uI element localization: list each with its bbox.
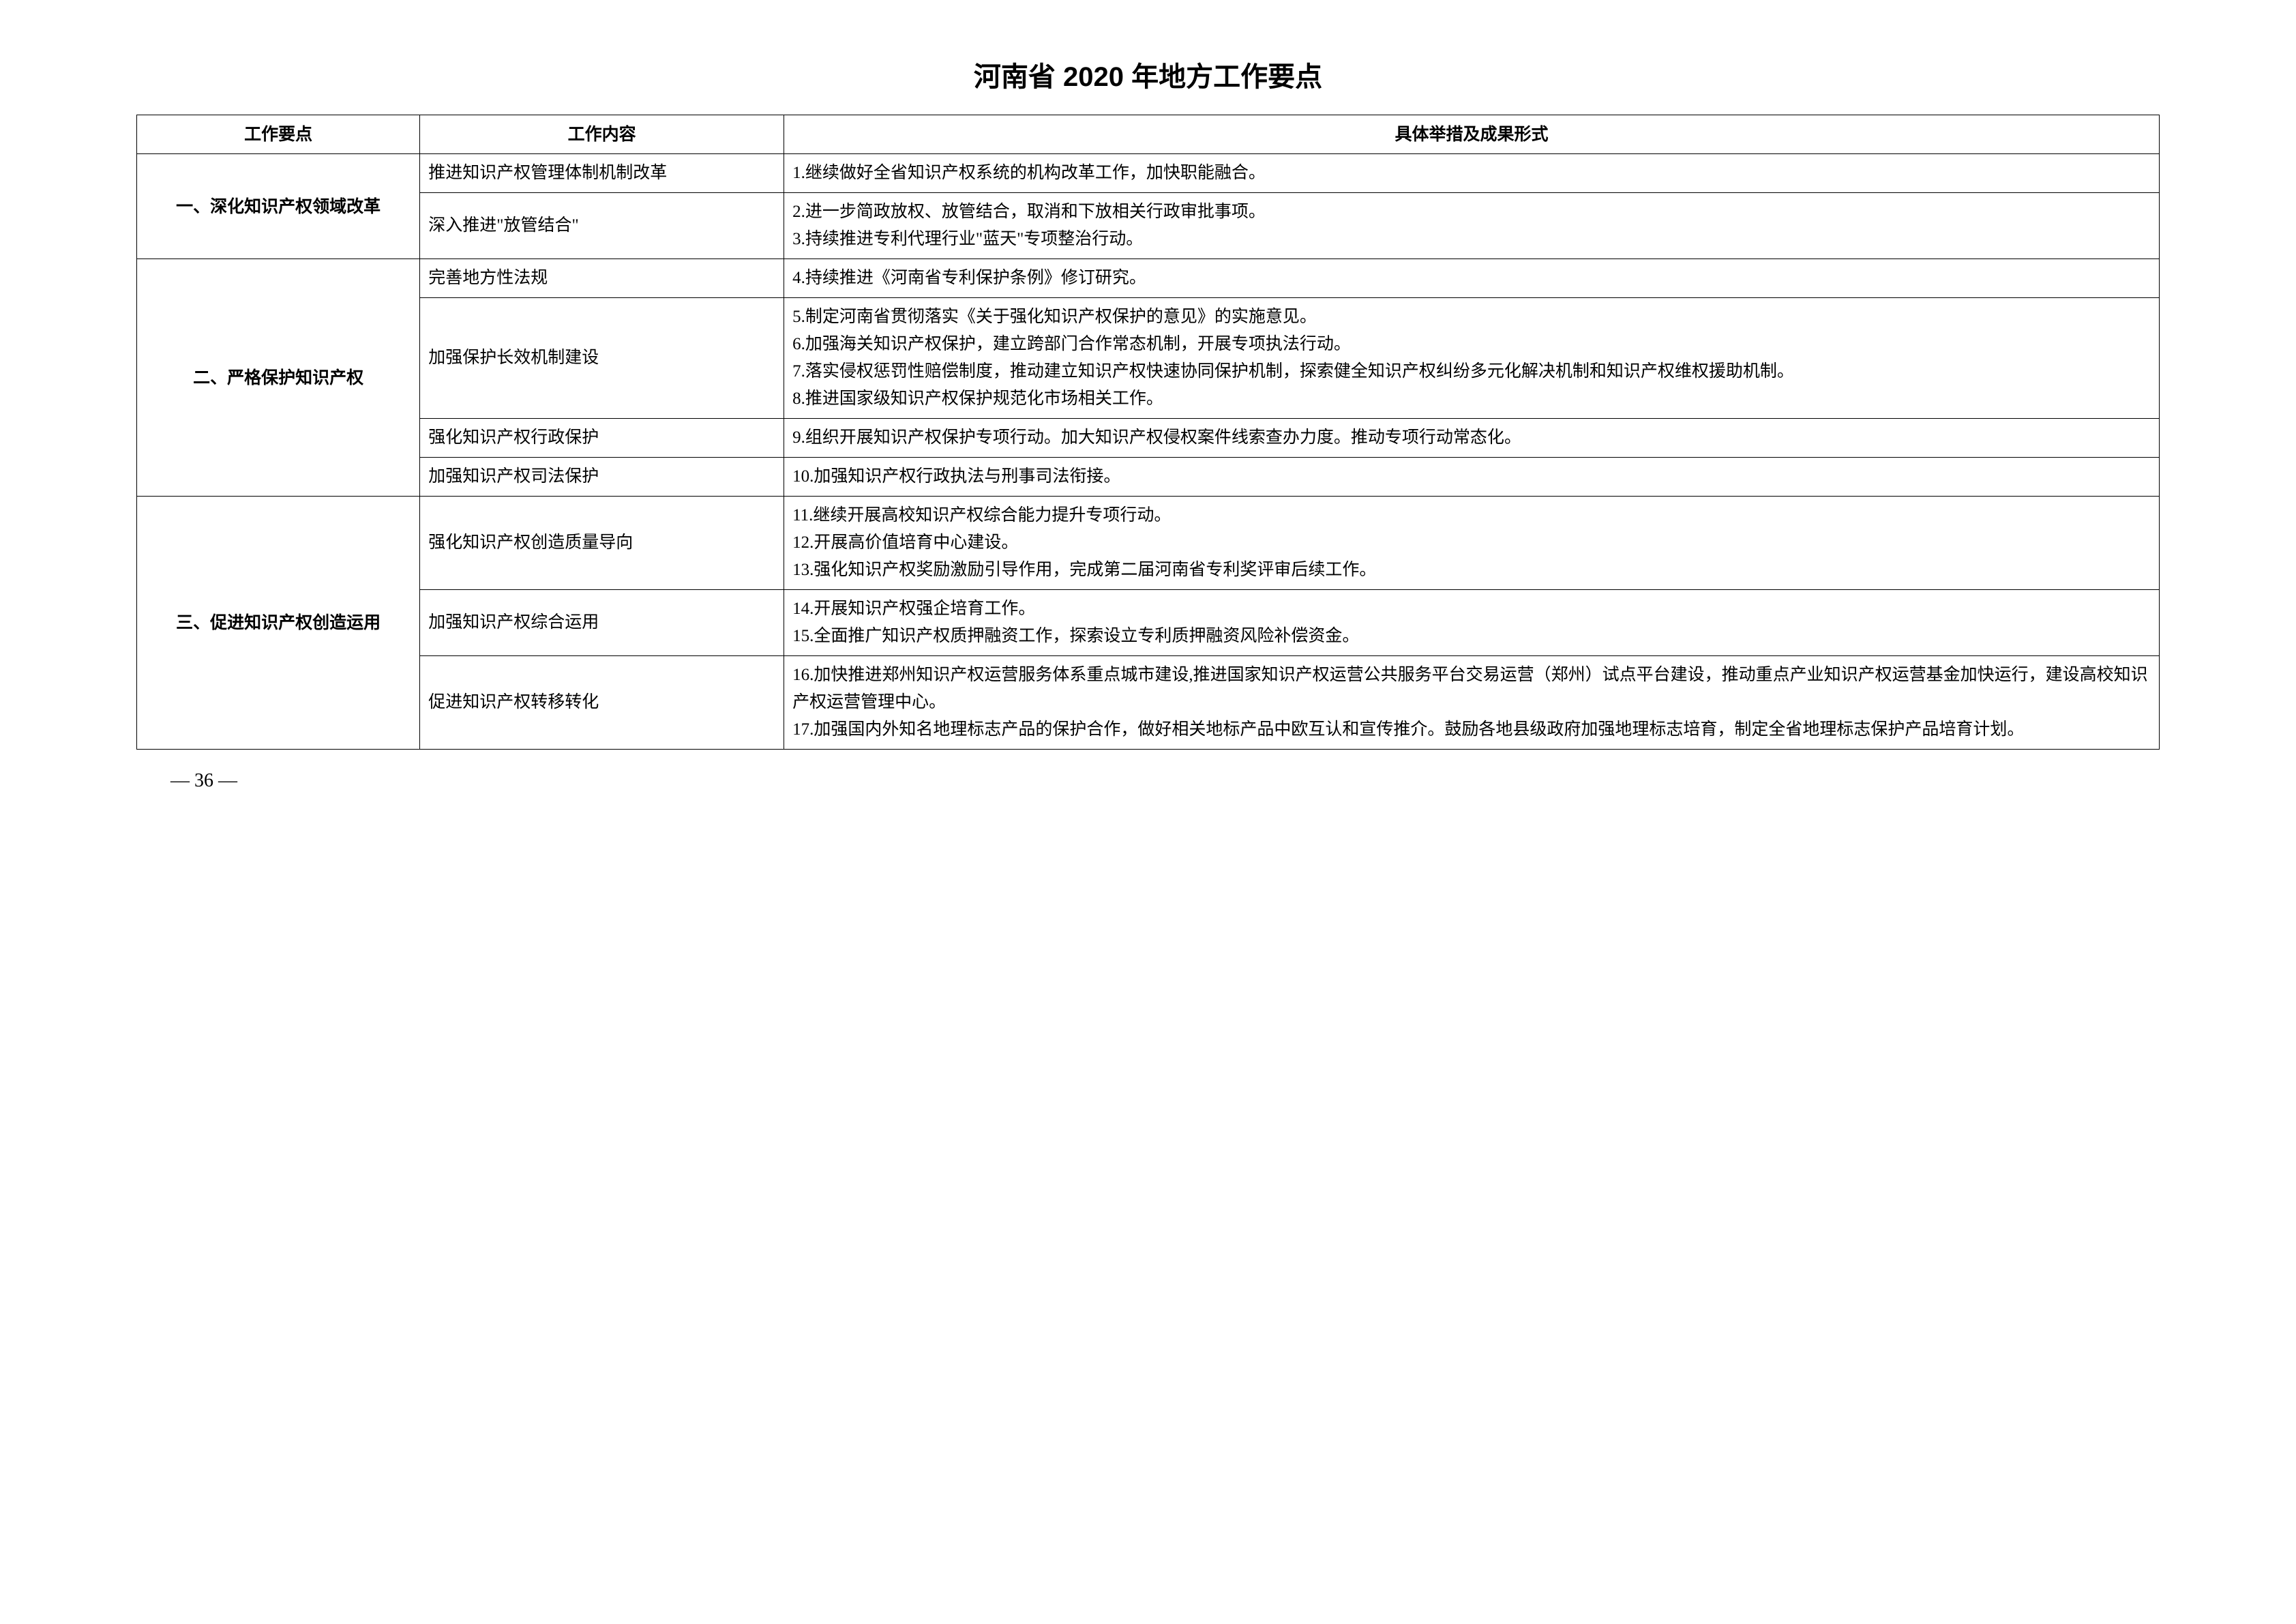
table-row: 三、促进知识产权创造运用 强化知识产权创造质量导向 11.继续开展高校知识产权综… [137,497,2160,590]
juti-cell: 1.继续做好全省知识产权系统的机构改革工作，加快职能融合。 [784,154,2160,193]
juti-cell: 5.制定河南省贯彻落实《关于强化知识产权保护的意见》的实施意见。6.加强海关知识… [784,298,2160,419]
juti-cell: 4.持续推进《河南省专利保护条例》修订研究。 [784,259,2160,298]
table-row: 加强保护长效机制建设 5.制定河南省贯彻落实《关于强化知识产权保护的意见》的实施… [137,298,2160,419]
juti-cell: 2.进一步简政放权、放管结合，取消和下放相关行政审批事项。3.持续推进专利代理行… [784,193,2160,259]
table-row: 深入推进"放管结合" 2.进一步简政放权、放管结合，取消和下放相关行政审批事项。… [137,193,2160,259]
table-row: 加强知识产权司法保护 10.加强知识产权行政执法与刑事司法衔接。 [137,458,2160,497]
neirong-cell: 推进知识产权管理体制机制改革 [420,154,784,193]
work-points-table: 工作要点 工作内容 具体举措及成果形式 一、深化知识产权领域改革 推进知识产权管… [136,115,2160,750]
neirong-cell: 完善地方性法规 [420,259,784,298]
neirong-cell: 加强保护长效机制建设 [420,298,784,419]
table-row: 二、严格保护知识产权 完善地方性法规 4.持续推进《河南省专利保护条例》修订研究… [137,259,2160,298]
neirong-cell: 加强知识产权司法保护 [420,458,784,497]
table-row: 一、深化知识产权领域改革 推进知识产权管理体制机制改革 1.继续做好全省知识产权… [137,154,2160,193]
yaodian-cell: 一、深化知识产权领域改革 [137,154,420,259]
page-title: 河南省 2020 年地方工作要点 [136,55,2160,94]
header-juti: 具体举措及成果形式 [784,115,2160,154]
juti-cell: 14.开展知识产权强企培育工作。15.全面推广知识产权质押融资工作，探索设立专利… [784,590,2160,656]
table-row: 强化知识产权行政保护 9.组织开展知识产权保护专项行动。加大知识产权侵权案件线索… [137,419,2160,458]
neirong-cell: 促进知识产权转移转化 [420,656,784,750]
juti-cell: 9.组织开展知识产权保护专项行动。加大知识产权侵权案件线索查办力度。推动专项行动… [784,419,2160,458]
table-row: 促进知识产权转移转化 16.加快推进郑州知识产权运营服务体系重点城市建设,推进国… [137,656,2160,750]
page-number: — 36 — [136,770,2160,792]
header-yaodian: 工作要点 [137,115,420,154]
neirong-cell: 强化知识产权创造质量导向 [420,497,784,590]
header-neirong: 工作内容 [420,115,784,154]
table-row: 加强知识产权综合运用 14.开展知识产权强企培育工作。15.全面推广知识产权质押… [137,590,2160,656]
juti-cell: 11.继续开展高校知识产权综合能力提升专项行动。12.开展高价值培育中心建设。1… [784,497,2160,590]
juti-cell: 10.加强知识产权行政执法与刑事司法衔接。 [784,458,2160,497]
table-header-row: 工作要点 工作内容 具体举措及成果形式 [137,115,2160,154]
neirong-cell: 深入推进"放管结合" [420,193,784,259]
neirong-cell: 加强知识产权综合运用 [420,590,784,656]
juti-cell: 16.加快推进郑州知识产权运营服务体系重点城市建设,推进国家知识产权运营公共服务… [784,656,2160,750]
yaodian-cell: 二、严格保护知识产权 [137,259,420,497]
yaodian-cell: 三、促进知识产权创造运用 [137,497,420,750]
neirong-cell: 强化知识产权行政保护 [420,419,784,458]
